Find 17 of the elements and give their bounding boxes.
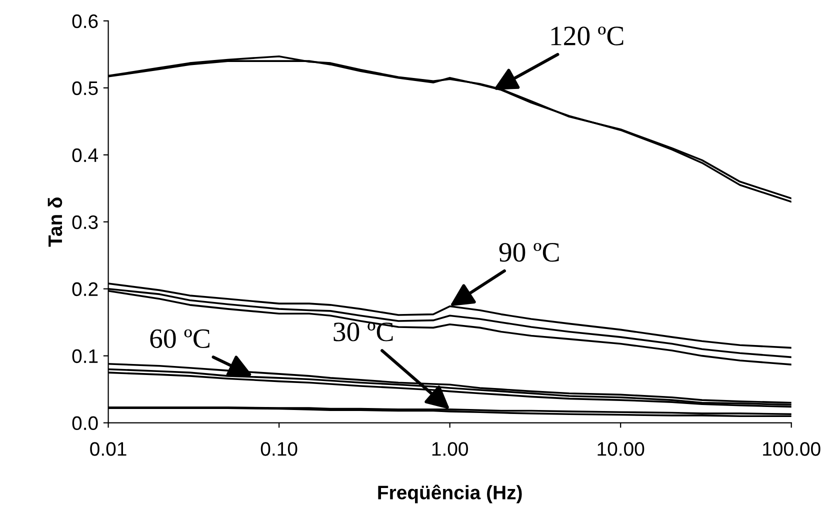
y-tick-label: 0.5 (72, 81, 98, 96)
x-tick-label: 100.00 (763, 442, 820, 456)
x-tick-label: 0.01 (90, 442, 126, 456)
x-axis-title: Freqüência (Hz) (378, 484, 522, 504)
annotation: 120 ºC (551, 26, 624, 46)
x-tick-label: 0.10 (260, 442, 298, 456)
x-tick-label: 1.00 (432, 442, 468, 456)
x-tick-label: 10.00 (598, 442, 644, 456)
y-tick-label: 0.6 (72, 14, 98, 28)
y-tick-label: 0.0 (72, 416, 98, 430)
annotation: 90 ºC (499, 242, 559, 262)
y-tick-label: 0.3 (72, 215, 98, 230)
annotation: 60 ºC (150, 329, 210, 348)
y-tick-label: 0.1 (72, 349, 98, 364)
y-axis-title: Tan δ (48, 198, 62, 247)
y-tick-label: 0.4 (72, 148, 98, 162)
y-tick-label: 0.2 (72, 282, 98, 296)
